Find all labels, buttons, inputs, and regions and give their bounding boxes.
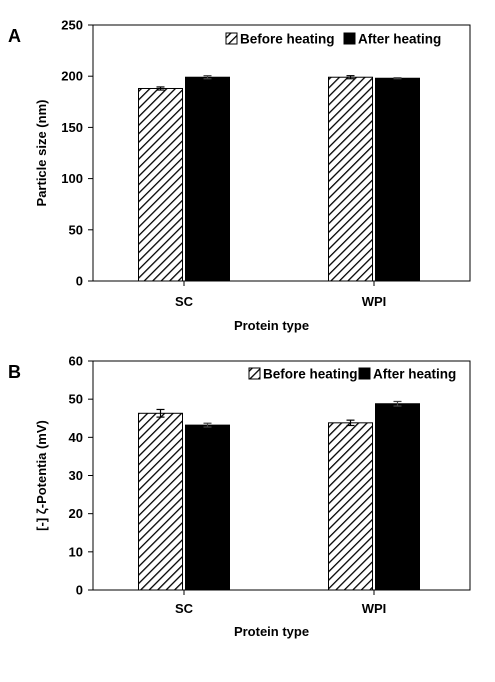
bar-before-heating (328, 76, 373, 282)
y-tick-label: 150 (61, 120, 83, 135)
x-tick-label: WPI (362, 294, 387, 309)
y-tick-label: 0 (76, 583, 83, 598)
y-tick-label: 100 (61, 171, 83, 186)
y-tick-label: 30 (69, 468, 83, 483)
y-tick-label: 40 (69, 430, 83, 445)
x-tick-label: SC (175, 601, 194, 616)
y-axis-title: [-] ζ-Potentia (mV) (34, 420, 49, 531)
panel-label: A (8, 26, 21, 46)
plot-frame (92, 24, 471, 282)
y-tick-label: 10 (69, 544, 83, 559)
y-tick-label: 50 (69, 392, 83, 407)
legend-label: Before heating (263, 367, 358, 382)
legend-swatch (248, 367, 261, 380)
chart-a: A 0 50 100 150 200 250 SC WPI Protein type Particl… (8, 18, 471, 333)
y-tick-label: 50 (69, 222, 83, 237)
bar-before-heating (138, 87, 183, 282)
x-axis-title: Protein type (234, 624, 309, 639)
bar-before-heating (138, 412, 183, 591)
y-axis-title: Particle size (nm) (34, 100, 49, 207)
legend: Before heating After heating (225, 32, 441, 47)
legend-swatch (225, 32, 238, 45)
bar-after-heating (375, 403, 420, 591)
x-tick-label: WPI (362, 601, 387, 616)
legend-label: After heating (358, 32, 441, 47)
panel-label: B (8, 362, 21, 382)
legend: Before heating After heating (248, 367, 456, 382)
legend-label: After heating (373, 367, 456, 382)
legend-swatch (358, 367, 371, 380)
y-tick-label: 250 (61, 18, 83, 33)
x-tick-label: SC (175, 294, 194, 309)
y-tick-label: 20 (69, 506, 83, 521)
chart-b: B 0 10 20 30 40 50 60 SC WPI Protein type [-] ζ-Pot… (8, 354, 471, 639)
legend-label: Before heating (240, 32, 335, 47)
bar-after-heating (185, 76, 230, 282)
x-axis-title: Protein type (234, 318, 309, 333)
y-tick-label: 200 (61, 69, 83, 84)
bar-after-heating (375, 77, 420, 282)
legend-swatch (343, 32, 356, 45)
bar-before-heating (328, 422, 373, 591)
y-tick-label: 60 (69, 354, 83, 369)
bar-after-heating (185, 424, 230, 591)
y-tick-label: 0 (76, 274, 83, 289)
